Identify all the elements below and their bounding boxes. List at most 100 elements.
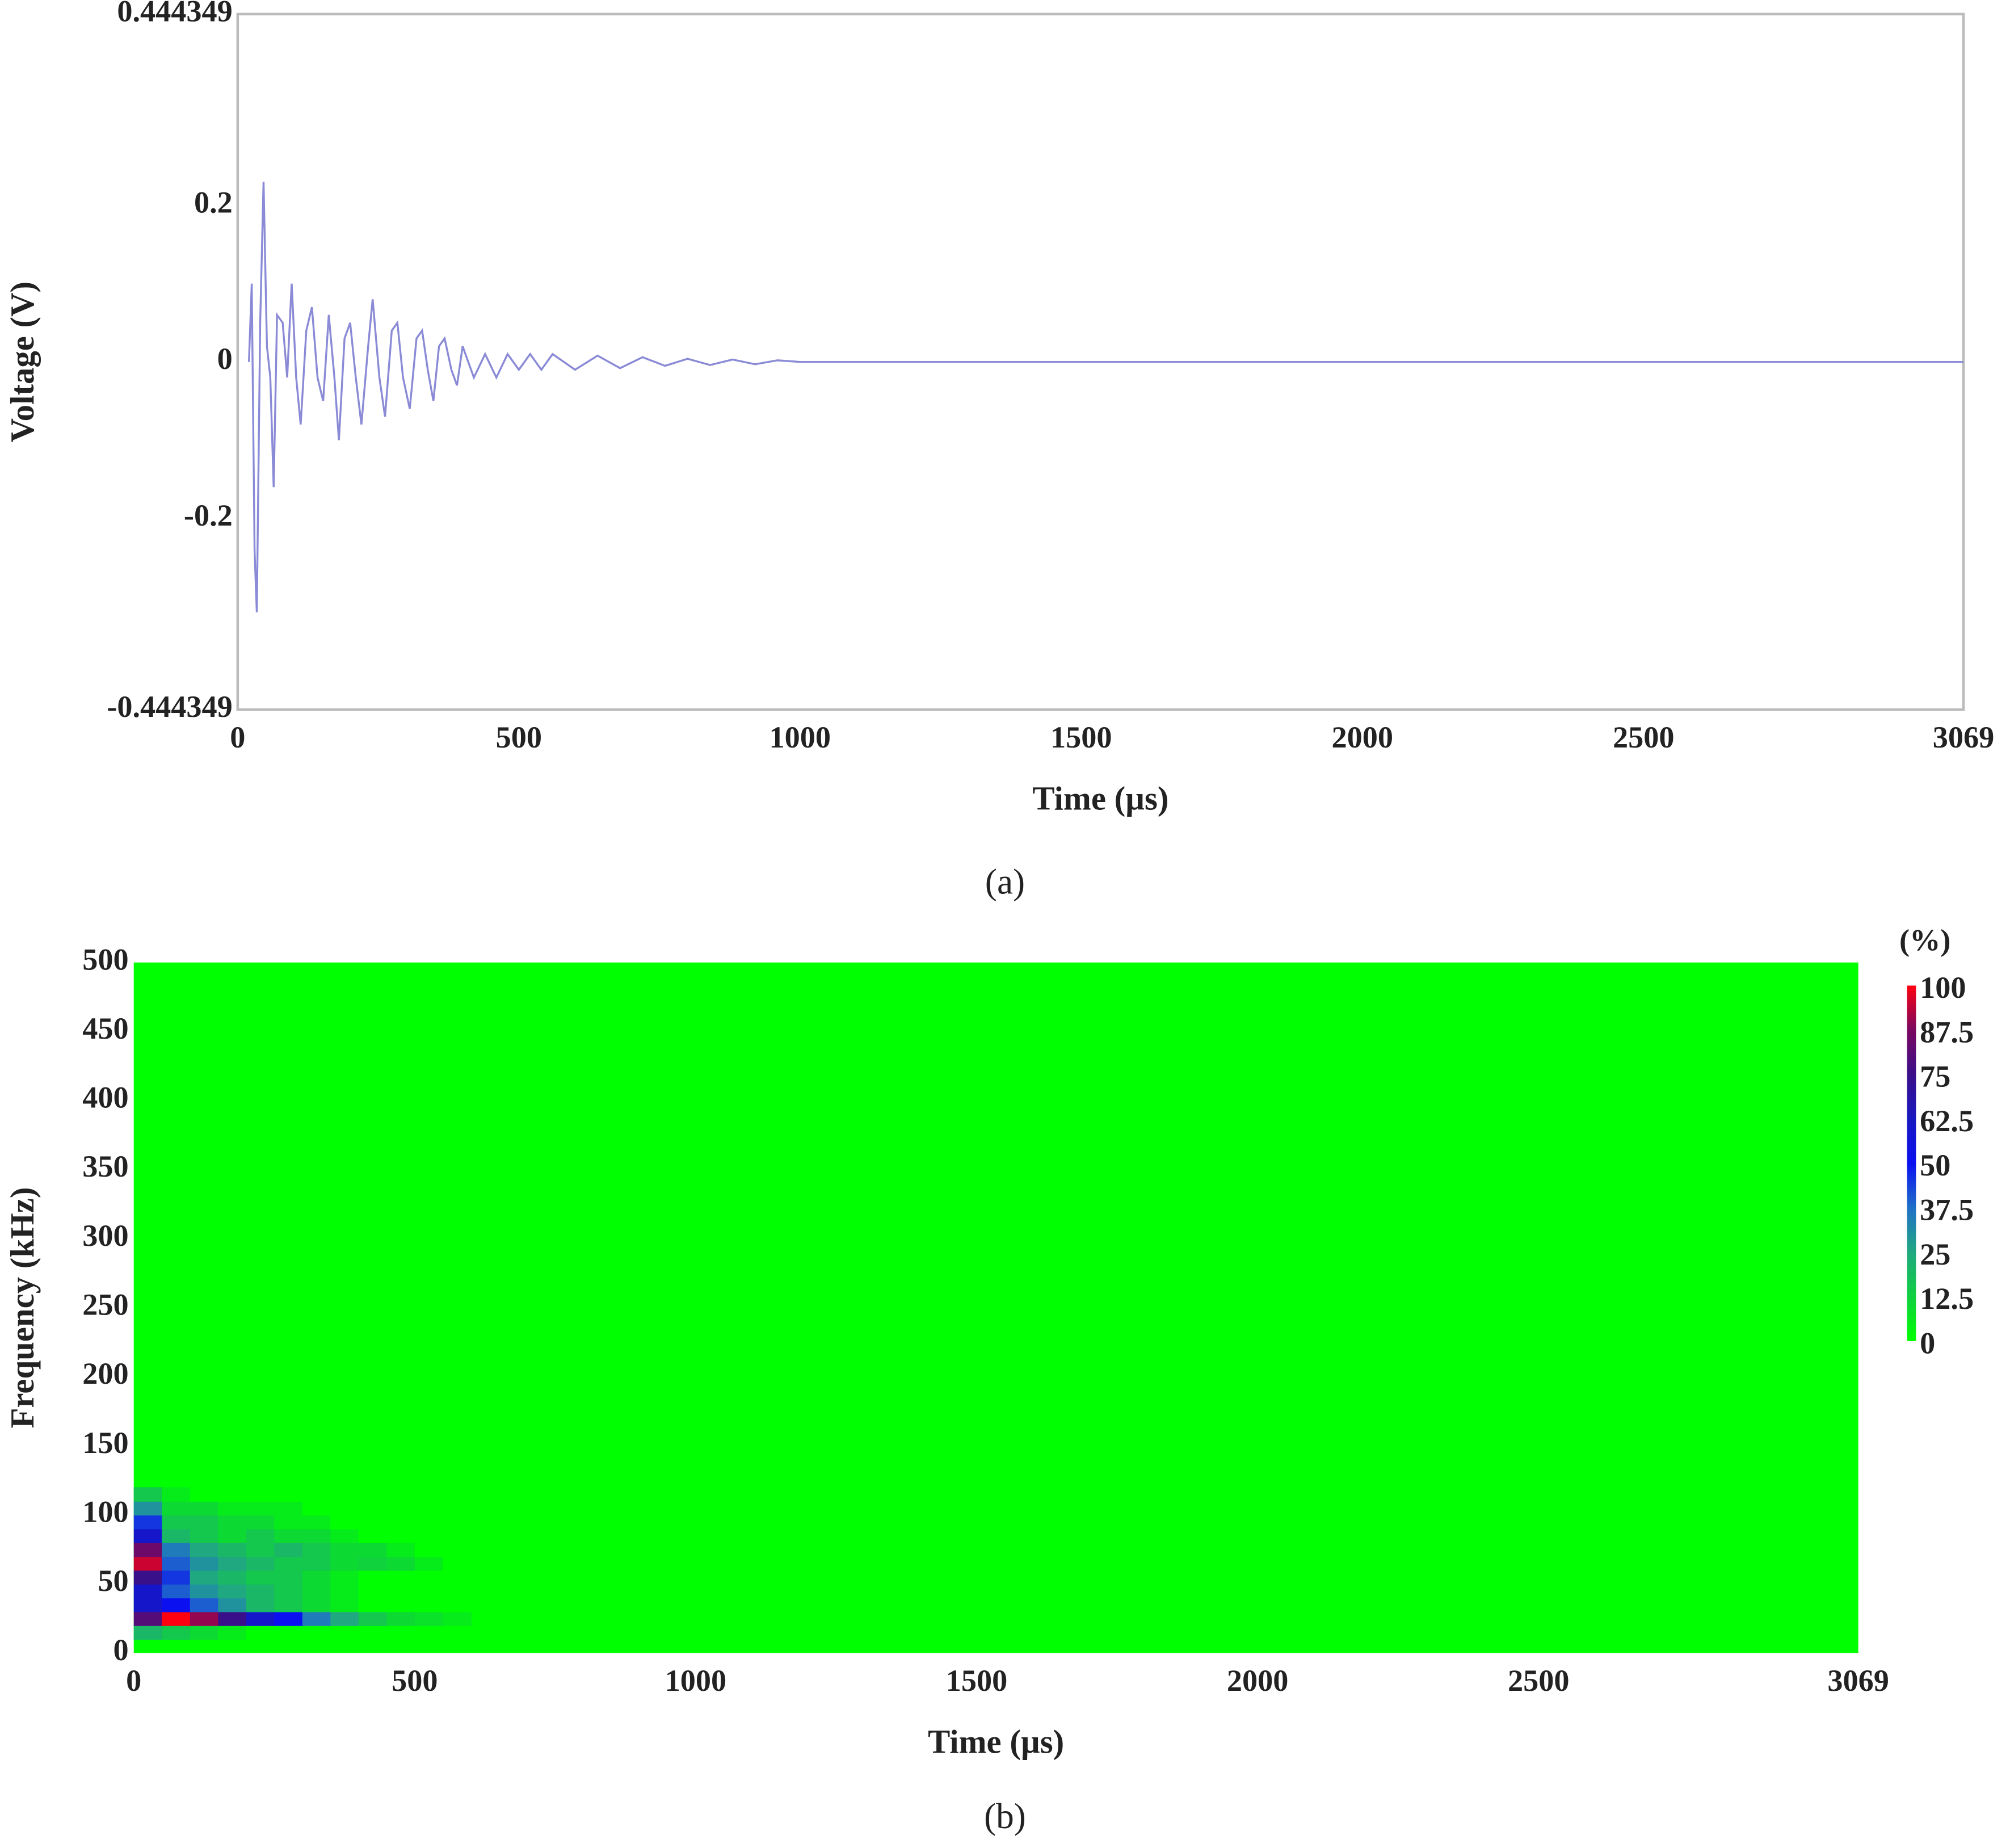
heatmap-cell <box>302 1584 331 1599</box>
y-tick-label: 250 <box>82 1288 128 1322</box>
y-axis-label: Voltage (V) <box>4 282 41 442</box>
heatmap-cell <box>386 1625 415 1640</box>
heatmap-cell <box>190 1501 219 1516</box>
y-tick-label: 300 <box>82 1219 128 1253</box>
heatmap-cell <box>218 1570 247 1585</box>
heatmap-cell <box>330 1528 359 1543</box>
heatmap-cell <box>162 1570 191 1585</box>
heatmap-cell <box>443 1515 472 1530</box>
heatmap-cell <box>190 1570 219 1585</box>
heatmap-cell <box>386 1515 415 1530</box>
heatmap-cell <box>246 1528 275 1543</box>
x-tick-label: 1000 <box>665 1664 727 1698</box>
heatmap-cell <box>162 1597 191 1612</box>
x-tick-label: 0 <box>126 1664 141 1698</box>
heatmap-cell <box>414 1570 444 1585</box>
heatmap-cell <box>133 1570 163 1585</box>
heatmap-cell <box>274 1570 303 1585</box>
colorbar-tick-label: 100 <box>1920 971 1966 1005</box>
heatmap-cell <box>274 1487 303 1502</box>
heatmap-cell <box>190 1515 219 1530</box>
heatmap-cell <box>302 1625 331 1640</box>
heatmap-cell <box>358 1528 388 1543</box>
heatmap-cell <box>414 1487 444 1502</box>
heatmap-cell <box>133 1487 163 1502</box>
x-tick-label: 3069 <box>1933 720 1995 754</box>
heatmap-cell <box>246 1597 275 1612</box>
heatmap-cell <box>443 1542 472 1557</box>
x-axis-label: Time (µs) <box>1032 780 1168 817</box>
caption: (a) <box>985 862 1025 902</box>
heatmap-cell <box>274 1625 303 1640</box>
heatmap-cell <box>414 1515 444 1530</box>
x-tick-label: 0 <box>230 720 245 754</box>
heatmap-cell <box>190 1556 219 1571</box>
heatmap-cell <box>386 1556 415 1571</box>
heatmap-cell <box>162 1487 191 1502</box>
heatmap-cell <box>162 1528 191 1543</box>
heatmap-cell <box>162 1625 191 1640</box>
heatmap-cell <box>358 1597 388 1612</box>
heatmap-cell <box>414 1528 444 1543</box>
heatmap-cell <box>358 1556 388 1571</box>
heatmap-cell <box>330 1501 359 1516</box>
heatmap-cell <box>190 1625 219 1640</box>
heatmap-cell <box>190 1611 219 1626</box>
colorbar-tick-label: 37.5 <box>1920 1192 1974 1227</box>
waveform <box>247 182 1964 612</box>
heatmap-cell <box>386 1501 415 1516</box>
x-tick-label: 3069 <box>1827 1664 1889 1698</box>
x-tick-label: 500 <box>496 720 542 754</box>
y-tick-label: -0.2 <box>184 498 233 532</box>
heatmap-cell <box>330 1556 359 1571</box>
y-tick-label: 500 <box>82 942 128 976</box>
y-tick-label: 150 <box>82 1426 128 1460</box>
heatmap-cell <box>190 1487 219 1502</box>
heatmap-cell <box>302 1570 331 1585</box>
heatmap-cell <box>330 1570 359 1585</box>
heatmap-cell <box>190 1597 219 1612</box>
colorbar <box>1907 985 1916 1341</box>
heatmap-cell <box>133 1528 163 1543</box>
heatmap-cell <box>414 1625 444 1640</box>
heatmap-cell <box>133 1625 163 1640</box>
heatmap-cell <box>190 1542 219 1557</box>
y-tick-label: 0.444349 <box>117 0 232 28</box>
heatmap-cell <box>246 1625 275 1640</box>
heatmap-cell <box>443 1556 472 1571</box>
heatmap-cell <box>386 1597 415 1612</box>
heatmap-cell <box>246 1584 275 1599</box>
heatmap-cell <box>443 1625 472 1640</box>
colorbar-tick-label: 50 <box>1920 1148 1950 1182</box>
heatmap-cell <box>386 1487 415 1502</box>
heatmap-cell <box>443 1501 472 1516</box>
heatmap-cell <box>386 1570 415 1585</box>
heatmap-cell <box>162 1611 191 1626</box>
heatmap-cell <box>358 1584 388 1599</box>
x-tick-label: 1500 <box>1050 720 1112 754</box>
heatmap-cell <box>274 1528 303 1543</box>
heatmap-cell <box>218 1528 247 1543</box>
heatmap-cell <box>443 1584 472 1599</box>
y-tick-label: -0.444349 <box>107 690 233 724</box>
heatmap-cell <box>162 1515 191 1530</box>
colorbar-tick-label: 62.5 <box>1920 1104 1974 1138</box>
heatmap-cell <box>218 1597 247 1612</box>
heatmap-cell <box>330 1542 359 1557</box>
heatmap-cell <box>386 1584 415 1599</box>
heatmap-cell <box>218 1515 247 1530</box>
heatmap-cell <box>274 1501 303 1516</box>
heatmap-cell <box>358 1611 388 1626</box>
heatmap-cell <box>218 1611 247 1626</box>
heatmap-cell <box>133 1597 163 1612</box>
heatmap-cell <box>133 1584 163 1599</box>
y-tick-label: 350 <box>82 1149 128 1183</box>
y-tick-label: 450 <box>82 1011 128 1045</box>
colorbar-tick-label: 12.5 <box>1920 1282 1974 1316</box>
heatmap-cell <box>246 1501 275 1516</box>
heatmap-cell <box>246 1611 275 1626</box>
heatmap-cell <box>274 1542 303 1557</box>
heatmap-cell <box>162 1542 191 1557</box>
x-tick-label: 2500 <box>1508 1664 1570 1698</box>
y-tick-label: 0.2 <box>194 185 233 219</box>
